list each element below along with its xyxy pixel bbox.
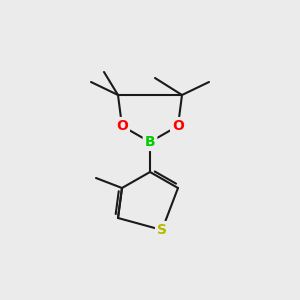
Text: O: O: [172, 119, 184, 133]
Text: S: S: [157, 223, 167, 237]
Text: B: B: [145, 135, 155, 149]
Text: O: O: [116, 119, 128, 133]
